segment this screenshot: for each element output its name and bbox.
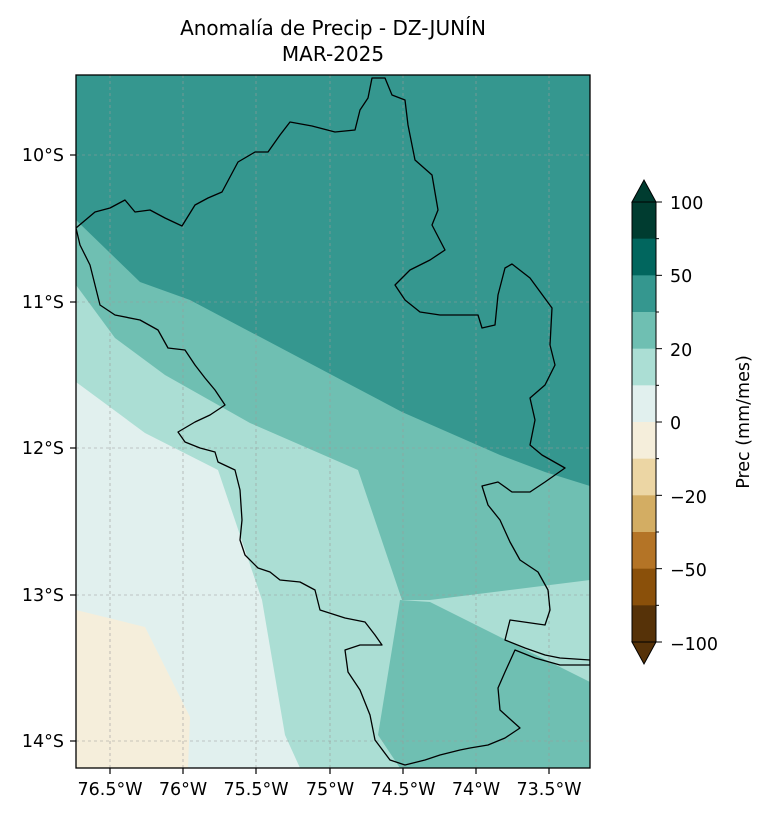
- y-tick-label: 11°S: [22, 293, 64, 313]
- colorbar-tick-labels: 100 50 20 0 −20 −50 −100: [670, 194, 718, 655]
- x-tick-label: 75°W: [306, 780, 354, 800]
- x-tick-label: 74°W: [452, 780, 500, 800]
- x-tick-label: 76.5°W: [77, 780, 142, 800]
- colorbar-tick-label: −20: [670, 488, 707, 508]
- y-tick-labels: 10°S 11°S 12°S 13°S 14°S: [22, 146, 64, 752]
- x-tick-label: 74.5°W: [370, 780, 435, 800]
- y-tick-label: 13°S: [22, 586, 64, 606]
- y-tick-label: 14°S: [22, 732, 64, 752]
- anomaly-fields: [76, 75, 590, 768]
- colorbar-label: Prec (mm/mes): [734, 355, 754, 489]
- colorbar-segment: [632, 275, 656, 313]
- colorbar-segment: [632, 238, 656, 276]
- x-tick-label: 73.5°W: [516, 780, 581, 800]
- zone-minus10-0: [76, 610, 190, 768]
- colorbar-tick-label: 0: [670, 414, 681, 434]
- axis-ticks: [70, 154, 550, 774]
- colorbar-segment: [632, 568, 656, 606]
- colorbar-segment: [632, 385, 656, 423]
- map-frame: [75, 74, 591, 769]
- colorbar-tick-label: 20: [670, 341, 692, 361]
- junin-region-outline: [76, 77, 590, 766]
- map-gridlines: [76, 75, 590, 768]
- colorbar-segment: [632, 422, 656, 460]
- colorbar-segment: [632, 348, 656, 386]
- map-subtitle: MAR-2025: [281, 42, 385, 66]
- colorbar-tick-label: 100: [670, 194, 703, 214]
- colorbar-max-arrow: [631, 178, 657, 203]
- x-tick-label: 76°W: [159, 780, 207, 800]
- colorbar-tick-label: −50: [670, 561, 707, 581]
- colorbar-min-arrow: [631, 641, 657, 666]
- colorbar-segment: [632, 605, 656, 643]
- colorbar-segment: [632, 495, 656, 533]
- x-tick-labels: 76.5°W 76°W 75.5°W 75°W 74.5°W 74°W 73.5…: [77, 780, 581, 800]
- colorbar-tick-label: −100: [670, 635, 718, 655]
- colorbar-segment: [632, 532, 656, 570]
- colorbar-segment: [632, 458, 656, 496]
- colorbar: [631, 178, 662, 666]
- y-tick-label: 10°S: [22, 146, 64, 166]
- colorbar-segment: [632, 202, 656, 240]
- map-title: Anomalía de Precip - DZ-JUNÍN: [180, 16, 486, 40]
- colorbar-segment: [632, 312, 656, 350]
- colorbar-tick-label: 50: [670, 267, 692, 287]
- y-tick-label: 12°S: [22, 439, 64, 459]
- x-tick-label: 75.5°W: [223, 780, 288, 800]
